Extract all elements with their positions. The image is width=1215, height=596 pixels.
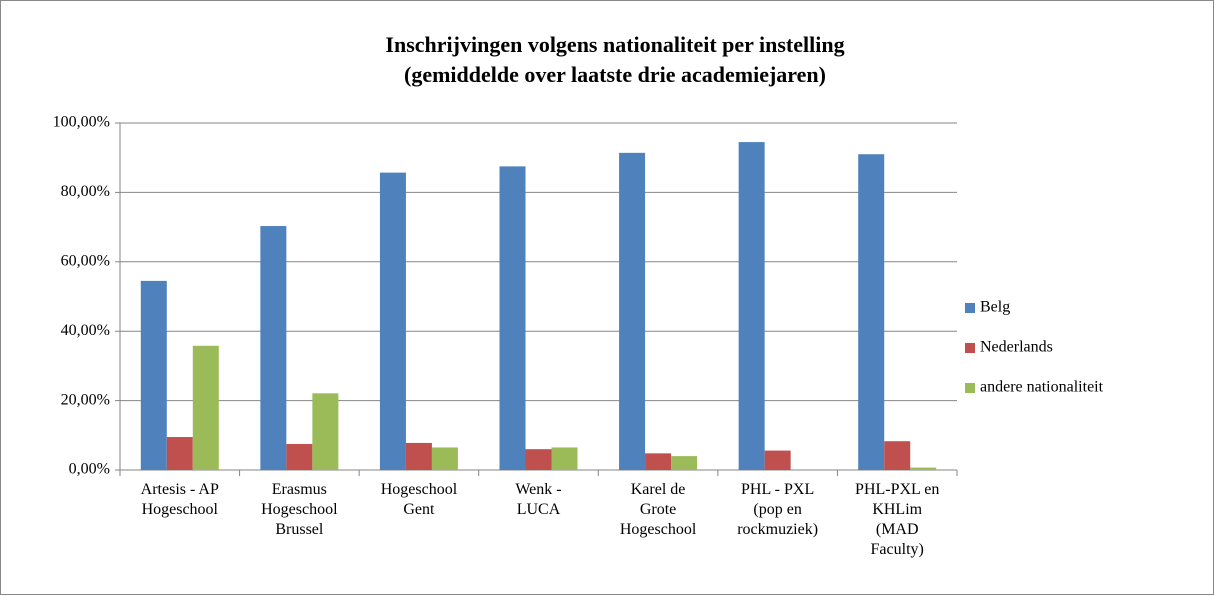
bar [405, 442, 432, 470]
bar [645, 453, 672, 470]
bar [551, 447, 578, 470]
x-tick-label: Hogeschool Gent [380, 481, 458, 518]
bar [858, 154, 885, 471]
y-tick-label: 40,00% [61, 322, 110, 339]
bar [499, 166, 526, 470]
bar [738, 142, 765, 470]
bar [884, 441, 911, 470]
legend-swatch [965, 383, 975, 393]
x-tick-label: Karel de Grote Hogeschool [619, 481, 697, 538]
bar [312, 393, 339, 470]
legend-swatch [965, 343, 975, 353]
y-tick-label: 0,00% [69, 461, 110, 478]
x-label-box: Hogeschool Gent [380, 481, 458, 518]
bar [379, 172, 406, 470]
x-tick-label: Artesis - AP Hogeschool [140, 481, 219, 518]
bar [166, 437, 193, 470]
x-label-box: Karel de Grote Hogeschool [619, 481, 697, 538]
x-tick-label: PHL - PXL (pop en rockmuziek) [737, 481, 819, 538]
bar [671, 456, 698, 470]
bar [140, 280, 167, 470]
x-tick-label: Wenk - LUCA [515, 481, 562, 518]
legend-swatch [965, 303, 975, 313]
title-box: Inschrijvingen volgens nationaliteit per… [385, 32, 845, 87]
x-tick-label: Erasmus Hogeschool Brussel [261, 481, 338, 538]
y-tick-label: 80,00% [61, 183, 110, 200]
chart-title: Inschrijvingen volgens nationaliteit per… [385, 32, 845, 87]
y-tick-label: 100,00% [53, 114, 110, 131]
y-tick-label: 20,00% [61, 391, 110, 408]
bar [286, 443, 313, 470]
x-label-box: Erasmus Hogeschool Brussel [261, 481, 338, 538]
bar [764, 450, 791, 470]
bar [525, 449, 552, 470]
bar [910, 467, 937, 470]
legend-label: andere nationaliteit [980, 379, 1104, 396]
legend-label: Belg [980, 299, 1010, 316]
bar [260, 226, 287, 470]
y-tick-label: 60,00% [61, 252, 110, 269]
x-label-box: PHL-PXL en KHLim (MAD Faculty) [855, 481, 940, 558]
bar [431, 447, 458, 470]
x-label-box: PHL - PXL (pop en rockmuziek) [737, 481, 819, 538]
bar [619, 152, 646, 471]
bar [192, 345, 219, 470]
x-label-box: Wenk - LUCA [515, 481, 562, 518]
x-label-box: Artesis - AP Hogeschool [140, 481, 219, 518]
x-tick-label: PHL-PXL en KHLim (MAD Faculty) [855, 481, 940, 558]
legend-label: Nederlands [980, 339, 1053, 356]
